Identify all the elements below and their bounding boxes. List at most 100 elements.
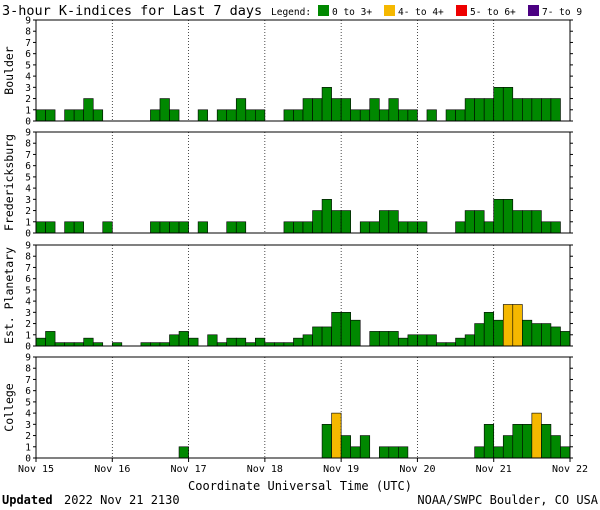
k-bar [464, 210, 475, 234]
updated-label: Updated [2, 493, 53, 507]
k-bar [388, 210, 399, 234]
k-bar [541, 221, 552, 234]
k-bar [369, 221, 380, 234]
k-bar [398, 337, 409, 347]
k-bar [207, 334, 218, 347]
k-bar [378, 109, 390, 122]
panel-title: College [2, 383, 16, 432]
k-bar [340, 312, 351, 347]
k-bar [359, 221, 371, 234]
k-bar [369, 331, 380, 347]
k-bar [226, 221, 237, 234]
k-bar [197, 109, 208, 122]
y-tick-label: 3 [25, 195, 31, 206]
k-bar [512, 98, 523, 122]
k-bar [321, 326, 332, 347]
k-bar [550, 326, 561, 347]
k-bar [340, 435, 351, 459]
x-tick-label: Nov 20 [399, 464, 435, 475]
k-bar [216, 109, 228, 122]
k-bar [321, 87, 332, 122]
k-bar [388, 98, 399, 122]
k-bar [35, 109, 46, 122]
k-bar [560, 331, 571, 347]
k-bar [398, 109, 409, 122]
panel-frame [35, 356, 571, 459]
panel-frame [35, 131, 571, 234]
k-bar [455, 337, 466, 347]
k-bar [150, 221, 161, 234]
k-bar [445, 342, 456, 347]
x-tick-label: Nov 21 [476, 464, 512, 475]
k-bar [350, 446, 361, 459]
k-bar [483, 424, 495, 459]
y-tick-label: 6 [25, 386, 31, 397]
k-bar [407, 334, 418, 347]
y-tick-label: 0 [25, 342, 31, 353]
k-bar [541, 424, 552, 459]
k-bar [283, 342, 294, 347]
k-bar [464, 334, 475, 347]
k-bar [35, 337, 46, 347]
k-bar [436, 342, 447, 347]
k-bar [455, 109, 466, 122]
k-bar [522, 98, 533, 122]
k-bar [264, 342, 275, 347]
y-tick-label: 8 [25, 364, 31, 375]
y-tick-label: 4 [25, 184, 31, 195]
k-bar [426, 334, 437, 347]
legend-item-label: 5- to 6+ [470, 7, 516, 18]
k-bar [550, 221, 561, 234]
k-bar [159, 342, 170, 347]
y-tick-label: 4 [25, 72, 31, 83]
k-bar [293, 221, 304, 234]
k-bar [35, 221, 46, 234]
k-bar [331, 98, 342, 122]
k-bar [302, 334, 313, 347]
k-bar [388, 446, 399, 459]
k-bar [474, 98, 485, 122]
k-bar [245, 342, 256, 347]
y-tick-label: 7 [25, 263, 31, 274]
k-bar [83, 98, 94, 122]
k-bar [312, 326, 323, 347]
k-bar [255, 337, 266, 347]
k-bar [350, 319, 361, 347]
k-bar [45, 109, 56, 122]
k-bar [474, 446, 485, 459]
y-tick-label: 9 [25, 353, 31, 364]
k-bar [64, 342, 75, 347]
k-bar [245, 109, 256, 122]
y-tick-label: 5 [25, 60, 31, 71]
y-tick-label: 6 [25, 161, 31, 172]
y-tick-label: 0 [25, 117, 31, 128]
legend-item-label: 4- to 4+ [398, 7, 444, 18]
x-axis-label: Coordinate Universal Time (UTC) [188, 479, 412, 493]
y-tick-label: 2 [25, 94, 31, 105]
k-bar [140, 342, 151, 347]
k-bar [340, 210, 351, 234]
y-tick-label: 5 [25, 285, 31, 296]
k-bar [312, 210, 323, 234]
k-bar [369, 98, 380, 122]
y-tick-label: 9 [25, 16, 31, 27]
y-tick-label: 0 [25, 229, 31, 240]
k-bar [522, 319, 533, 347]
x-axis-ticks: Nov 15 Nov 16 Nov 17 Nov 18 Nov 19 Nov 20 Nov … [18, 458, 588, 475]
y-tick-label: 1 [25, 105, 31, 116]
k-bar [483, 312, 495, 347]
y-tick-label: 3 [25, 83, 31, 94]
k-bar [512, 210, 523, 234]
k-bar [331, 412, 342, 459]
legend-label: Legend: [271, 7, 311, 18]
k-bar [359, 109, 371, 122]
y-tick-label: 3 [25, 420, 31, 431]
k-bar [92, 342, 104, 347]
k-bar [216, 342, 228, 347]
k-bar [493, 319, 504, 347]
